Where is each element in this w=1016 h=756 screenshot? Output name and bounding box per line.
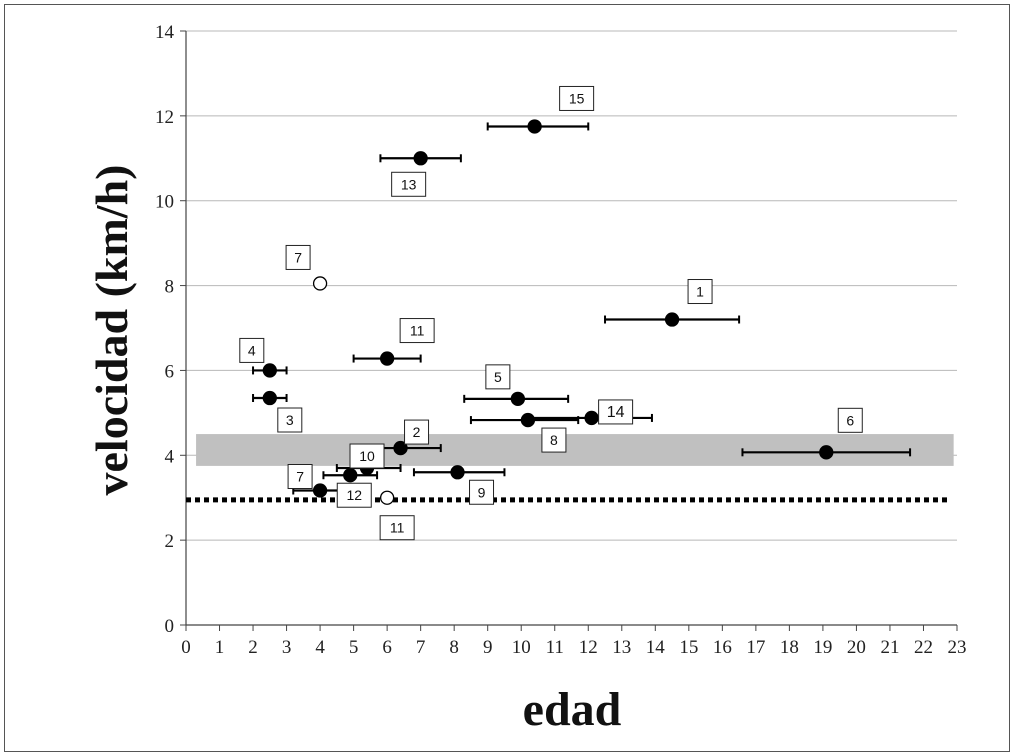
x-tick-label: 22 xyxy=(914,637,933,658)
data-point-open xyxy=(312,276,328,291)
point-label: 9 xyxy=(478,484,486,500)
x-tick-label: 21 xyxy=(880,637,899,658)
x-tick-label: 18 xyxy=(780,637,799,658)
data-point xyxy=(510,391,526,407)
data-point-open xyxy=(379,490,395,505)
x-tick-label: 14 xyxy=(646,637,666,658)
x-tick-label: 17 xyxy=(746,637,765,658)
point-label-box xyxy=(239,337,265,363)
point-label: 7 xyxy=(296,469,304,485)
point-label: 11 xyxy=(390,520,405,536)
x-tick-label: 6 xyxy=(382,637,392,658)
x-tick-label: 7 xyxy=(416,637,426,658)
band-layer xyxy=(196,434,954,466)
data-point xyxy=(520,412,536,428)
point-label-box xyxy=(287,464,313,490)
y-tick-label: 2 xyxy=(165,531,175,552)
y-tick-label: 4 xyxy=(165,446,175,467)
x-tick-label: 5 xyxy=(349,637,359,658)
x-tick-label: 9 xyxy=(483,637,493,658)
x-tick-label: 4 xyxy=(315,637,325,658)
point-label: 2 xyxy=(413,424,421,440)
y-tick-label: 12 xyxy=(155,107,174,128)
x-tick-label: 0 xyxy=(181,637,191,658)
data-point xyxy=(527,119,542,134)
point-label-box xyxy=(485,364,511,390)
data-point xyxy=(393,440,408,456)
data-point xyxy=(262,363,277,378)
point-label-box xyxy=(285,244,311,270)
point-label: 12 xyxy=(346,487,362,503)
data-point xyxy=(262,390,277,406)
point-label-box xyxy=(336,482,372,508)
x-tick-label: 23 xyxy=(948,637,967,658)
x-tick-label: 8 xyxy=(449,637,459,658)
x-tick-label: 19 xyxy=(813,637,832,658)
x-tick-label: 15 xyxy=(679,637,698,658)
point-label-box xyxy=(469,479,495,505)
point-label: 8 xyxy=(550,432,558,448)
x-tick-label: 2 xyxy=(248,637,258,658)
y-tick-label: 8 xyxy=(165,277,175,298)
data-point xyxy=(664,312,680,327)
x-tick-label: 20 xyxy=(847,637,866,658)
data-point xyxy=(343,468,358,483)
point-label-box xyxy=(391,171,427,197)
point-label: 10 xyxy=(359,448,375,464)
point-label-box xyxy=(837,407,863,433)
data-point xyxy=(584,410,599,426)
y-axis-label: velocidad (km/h) xyxy=(86,165,137,496)
point-label-box xyxy=(559,85,595,111)
point-label: 6 xyxy=(846,412,854,428)
point-label-box xyxy=(379,515,415,541)
point-label-box xyxy=(404,419,430,445)
point-label: 13 xyxy=(401,176,417,192)
x-tick-label: 1 xyxy=(215,637,225,658)
data-point xyxy=(379,351,395,366)
data-point xyxy=(450,465,465,480)
point-label: 15 xyxy=(569,90,585,106)
point-label: 14 xyxy=(607,404,625,421)
reference-band xyxy=(196,434,954,466)
x-tick-label: 11 xyxy=(546,637,564,658)
point-label-box xyxy=(277,407,303,433)
point-label-box xyxy=(399,318,435,344)
point-label-box xyxy=(598,399,634,425)
point-label-box xyxy=(349,443,385,469)
x-tick-label: 13 xyxy=(612,637,631,658)
point-label: 1 xyxy=(696,284,704,300)
point-label: 4 xyxy=(248,342,256,358)
x-tick-label: 12 xyxy=(579,637,598,658)
point-label: 3 xyxy=(286,412,294,428)
x-tick-label: 3 xyxy=(282,637,292,658)
point-label-box xyxy=(541,427,567,453)
y-tick-label: 0 xyxy=(165,616,175,637)
data-point xyxy=(819,445,834,460)
point-label-box xyxy=(687,279,713,305)
x-tick-label: 10 xyxy=(512,637,531,658)
y-tick-label: 14 xyxy=(155,22,175,43)
point-label: 5 xyxy=(494,369,502,385)
data-point xyxy=(312,483,328,498)
y-tick-label: 10 xyxy=(155,192,174,213)
x-tick-label: 16 xyxy=(713,637,732,658)
point-label: 7 xyxy=(294,249,302,265)
point-label: 11 xyxy=(410,323,425,339)
x-axis-label: edad xyxy=(523,683,622,736)
y-tick-label: 6 xyxy=(165,361,175,382)
data-point xyxy=(413,151,428,166)
